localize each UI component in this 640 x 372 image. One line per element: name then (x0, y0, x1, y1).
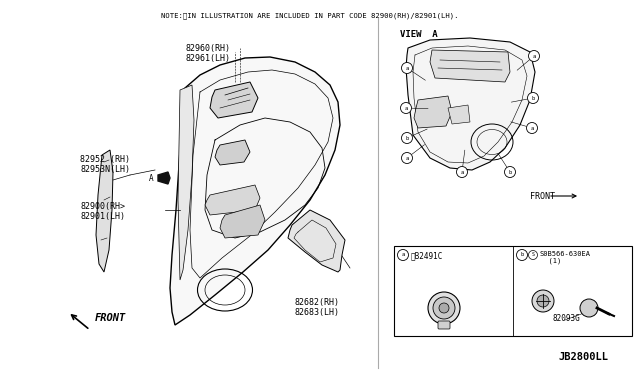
Text: a: a (405, 65, 408, 71)
Polygon shape (170, 57, 340, 325)
Circle shape (504, 167, 515, 177)
Circle shape (537, 295, 549, 307)
Circle shape (428, 292, 460, 324)
Text: S: S (532, 253, 534, 257)
Circle shape (580, 299, 598, 317)
Text: S0B566-630EA
  (1): S0B566-630EA (1) (540, 251, 591, 264)
Text: A: A (148, 173, 153, 183)
Circle shape (439, 303, 449, 313)
Circle shape (433, 297, 455, 319)
Text: NOTE:※IN ILLUSTRATION ARE INCLUDED IN PART CODE 82900(RH)/82901(LH).: NOTE:※IN ILLUSTRATION ARE INCLUDED IN PA… (161, 12, 459, 19)
Polygon shape (430, 50, 510, 82)
Polygon shape (96, 150, 113, 272)
Circle shape (516, 250, 527, 260)
Circle shape (401, 103, 412, 113)
Polygon shape (205, 185, 260, 215)
Circle shape (397, 250, 408, 260)
Text: 82900(RH>
82901(LH): 82900(RH> 82901(LH) (80, 202, 125, 221)
Polygon shape (288, 210, 345, 272)
Text: b: b (508, 170, 511, 174)
Text: FRONT: FRONT (530, 192, 555, 201)
Polygon shape (178, 85, 194, 280)
Text: a: a (401, 253, 404, 257)
Text: b: b (520, 253, 524, 257)
Text: 82960(RH)
82961(LH): 82960(RH) 82961(LH) (185, 44, 230, 63)
Text: JB2800LL: JB2800LL (558, 352, 608, 362)
Text: 82093G: 82093G (553, 314, 580, 323)
Text: b: b (405, 135, 408, 141)
Polygon shape (210, 82, 258, 118)
Circle shape (532, 290, 554, 312)
Text: a: a (531, 125, 534, 131)
Text: a: a (404, 106, 408, 110)
Text: a: a (405, 155, 408, 160)
Circle shape (401, 132, 413, 144)
Polygon shape (220, 205, 265, 238)
Bar (394, 246, 632, 336)
Polygon shape (414, 96, 452, 128)
Polygon shape (448, 105, 470, 124)
Text: VIEW  A: VIEW A (400, 30, 438, 39)
Text: a: a (532, 54, 536, 58)
Circle shape (529, 51, 540, 61)
Text: 82682(RH)
82683(LH): 82682(RH) 82683(LH) (295, 298, 340, 317)
Polygon shape (215, 140, 250, 165)
Text: FRONT: FRONT (95, 313, 126, 323)
Text: 82952 (RH)
82953N(LH): 82952 (RH) 82953N(LH) (80, 155, 130, 174)
Polygon shape (406, 38, 535, 170)
Circle shape (401, 62, 413, 74)
Text: a: a (460, 170, 463, 174)
Circle shape (527, 122, 538, 134)
Text: b: b (531, 96, 534, 100)
Circle shape (456, 167, 467, 177)
FancyBboxPatch shape (438, 321, 450, 329)
Circle shape (527, 93, 538, 103)
Text: ※B2491C: ※B2491C (411, 251, 444, 260)
Circle shape (401, 153, 413, 164)
Polygon shape (158, 172, 170, 184)
